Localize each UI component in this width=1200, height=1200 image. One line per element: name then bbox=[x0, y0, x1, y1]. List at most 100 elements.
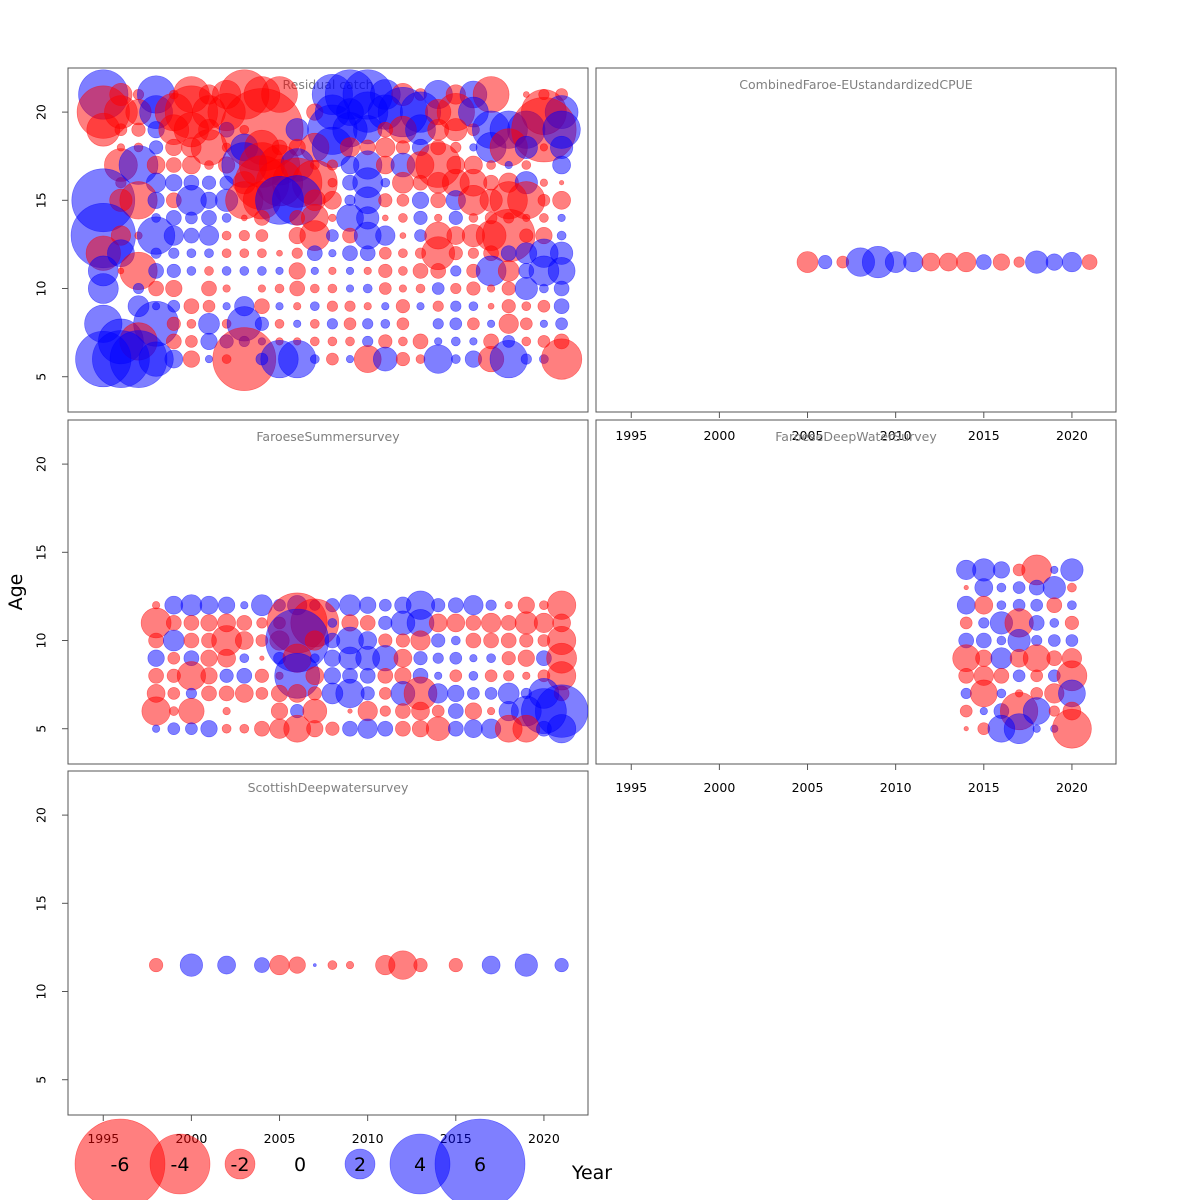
residual-bubble bbox=[345, 284, 355, 293]
legend-bubble bbox=[434, 1118, 526, 1200]
x-tick-label: 1995 bbox=[615, 780, 647, 795]
residual-bubble bbox=[328, 249, 337, 258]
residual-bubble bbox=[148, 667, 164, 684]
residual-bubble bbox=[147, 649, 165, 667]
residual-bubble bbox=[1061, 252, 1082, 273]
residual-bubble bbox=[310, 266, 319, 275]
residual-bubble bbox=[963, 585, 969, 591]
residual-bubble bbox=[423, 344, 453, 374]
residual-bubble bbox=[169, 706, 179, 716]
residual-bubble bbox=[469, 337, 478, 346]
residual-bubble bbox=[165, 279, 183, 298]
residual-bubble bbox=[254, 316, 269, 331]
residual-bubble bbox=[327, 618, 338, 628]
residual-bubble bbox=[199, 595, 219, 615]
y-tick-label: 10 bbox=[33, 984, 48, 1000]
residual-bubble bbox=[487, 319, 496, 328]
residual-bubble bbox=[222, 284, 231, 293]
residual-bubble bbox=[974, 595, 994, 615]
residual-bubble bbox=[522, 671, 531, 680]
residual-bubble bbox=[449, 669, 463, 683]
x-tick-label: 2010 bbox=[880, 428, 912, 443]
x-tick-label: 2020 bbox=[1056, 780, 1088, 795]
residual-bubble bbox=[235, 684, 254, 703]
residual-bubble bbox=[464, 702, 482, 720]
residual-bubble bbox=[304, 630, 325, 651]
residual-bubble bbox=[182, 350, 200, 368]
residual-bubble bbox=[362, 335, 374, 347]
panel-5: ScottishDeepwatersurvey51015201995200020… bbox=[33, 770, 589, 1146]
residual-bubble bbox=[166, 333, 182, 350]
legend-label: 4 bbox=[414, 1154, 426, 1176]
residual-bubble bbox=[201, 175, 217, 190]
residual-bubble bbox=[448, 246, 463, 261]
residual-bubble bbox=[276, 249, 283, 257]
y-axis-label: Age bbox=[5, 574, 27, 611]
residual-bubble bbox=[185, 722, 198, 736]
residual-bubble bbox=[257, 248, 267, 258]
residual-bubble bbox=[521, 336, 532, 347]
residual-bubble bbox=[481, 955, 501, 975]
residual-bubble bbox=[312, 963, 317, 967]
residual-bubble bbox=[992, 253, 1010, 271]
residual-bubble bbox=[241, 214, 248, 222]
residual-bubble bbox=[163, 225, 184, 246]
residual-bubble bbox=[309, 318, 320, 329]
x-tick-label: 2000 bbox=[703, 428, 735, 443]
residual-bubble bbox=[344, 300, 356, 312]
residual-bubble bbox=[428, 613, 448, 633]
residual-bubble bbox=[217, 648, 236, 668]
residual-bubble bbox=[884, 251, 907, 273]
residual-bubble bbox=[500, 615, 517, 631]
residual-bubble bbox=[204, 248, 214, 258]
residual-bubble bbox=[469, 654, 478, 663]
residual-bubble bbox=[275, 266, 284, 275]
residual-bubble bbox=[1028, 579, 1045, 596]
residual-bubble bbox=[259, 655, 265, 661]
residual-bubble bbox=[186, 248, 197, 258]
residual-bubble bbox=[547, 714, 577, 744]
residual-bubble bbox=[378, 598, 392, 612]
residual-bubble bbox=[468, 301, 479, 312]
residual-bubble bbox=[431, 704, 445, 718]
residual-bubble bbox=[306, 245, 323, 261]
residual-bubble bbox=[255, 229, 269, 242]
residual-bubble bbox=[254, 668, 269, 683]
residual-bubble bbox=[466, 281, 481, 296]
panel-frame bbox=[595, 67, 1117, 413]
residual-bubble bbox=[152, 724, 161, 733]
residual-bubble bbox=[465, 632, 482, 649]
residual-bubble bbox=[148, 280, 164, 297]
y-tick-label: 5 bbox=[33, 1076, 48, 1084]
residual-bubble bbox=[1067, 600, 1077, 611]
residual-bubble bbox=[342, 245, 358, 261]
residual-bubble bbox=[464, 719, 483, 739]
residual-bubble bbox=[375, 137, 396, 158]
residual-bubble bbox=[412, 333, 429, 350]
x-tick-label: 2020 bbox=[1056, 428, 1088, 443]
residual-bubble bbox=[450, 300, 462, 312]
residual-bubble bbox=[413, 210, 428, 225]
residual-bubble bbox=[167, 651, 181, 665]
residual-bubble bbox=[444, 118, 468, 142]
residual-bubble bbox=[996, 635, 1007, 646]
residual-bubble bbox=[345, 336, 355, 347]
residual-bubble bbox=[1025, 250, 1049, 274]
residual-bubble bbox=[447, 720, 464, 737]
residual-bubble bbox=[1012, 581, 1026, 594]
residual-bubble bbox=[539, 283, 549, 294]
residual-bubble bbox=[288, 262, 306, 280]
panel-4: FaroeseDeepWaterSurvey 1995 2000 2005 2010 20… bbox=[595, 419, 1117, 795]
residual-bubble bbox=[550, 135, 574, 159]
residual-bubble bbox=[431, 633, 446, 648]
residual-bubble bbox=[270, 684, 289, 702]
residual-bubble bbox=[519, 317, 533, 331]
residual-bubble bbox=[398, 213, 408, 223]
y-tick-label: 15 bbox=[33, 895, 48, 911]
residual-bubble bbox=[377, 667, 394, 684]
residual-bubble bbox=[960, 687, 972, 699]
residual-bubble bbox=[449, 317, 463, 331]
legend-bubble bbox=[224, 1148, 256, 1180]
residual-bubble bbox=[412, 174, 429, 191]
residual-bubble bbox=[1050, 565, 1059, 574]
